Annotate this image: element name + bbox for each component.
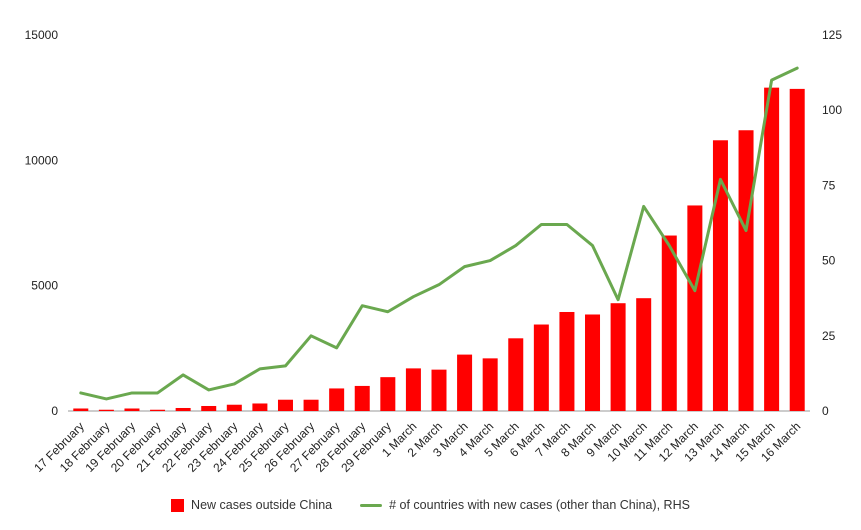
- new-cases-bar: [73, 408, 89, 411]
- new-cases-bar: [405, 368, 421, 411]
- legend-item-new-cases: New cases outside China: [171, 498, 332, 512]
- left-axis-tick-label: 0: [51, 404, 58, 418]
- new-cases-bar: [303, 399, 319, 411]
- right-axis-tick-label: 25: [822, 329, 836, 343]
- countries-line: [79, 66, 799, 401]
- new-cases-bar: [457, 354, 473, 411]
- new-cases-bar: [201, 405, 217, 411]
- new-cases-bar: [226, 404, 242, 411]
- new-cases-bar: [482, 358, 498, 411]
- new-cases-bar: [98, 409, 114, 411]
- new-cases-bar: [150, 409, 166, 411]
- left-axis-tick-label: 15000: [25, 28, 59, 42]
- new-cases-bar: [738, 130, 754, 411]
- new-cases-bar: [380, 377, 396, 411]
- new-cases-bar: [533, 324, 549, 411]
- new-cases-bar: [712, 140, 728, 411]
- right-axis-tick-label: 50: [822, 254, 836, 268]
- new-cases-bar: [636, 298, 652, 411]
- left-axis-tick-label: 10000: [25, 153, 59, 167]
- new-cases-bar: [764, 87, 780, 411]
- right-axis-tick-label: 75: [822, 178, 836, 192]
- new-cases-bar: [508, 338, 524, 411]
- new-cases-bar: [585, 314, 601, 411]
- new-cases-bar: [661, 235, 677, 411]
- new-cases-bar: [252, 403, 268, 411]
- new-cases-bar: [354, 385, 370, 411]
- right-axis-tick-label: 100: [822, 103, 842, 117]
- line-series-label: # of countries with new cases (other tha…: [389, 498, 690, 512]
- new-cases-bar: [687, 205, 703, 411]
- new-cases-bar: [277, 399, 293, 411]
- new-cases-bar: [789, 88, 805, 411]
- right-axis-tick-label: 125: [822, 28, 842, 42]
- new-cases-bar: [124, 408, 140, 411]
- new-cases-bar: [431, 369, 447, 411]
- line-series-swatch: [360, 503, 383, 507]
- new-cases-bar: [610, 303, 626, 411]
- chart-legend: New cases outside China # of countries w…: [0, 490, 861, 520]
- bar-series-swatch: [171, 498, 185, 512]
- new-cases-bar: [559, 311, 575, 411]
- new-cases-bar: [329, 388, 345, 411]
- new-cases-bar: [175, 407, 191, 411]
- right-axis-tick-label: 0: [822, 404, 829, 418]
- bar-series-label: New cases outside China: [191, 498, 333, 512]
- left-axis-tick-label: 5000: [31, 279, 58, 293]
- legend-item-countries: # of countries with new cases (other tha…: [360, 498, 690, 512]
